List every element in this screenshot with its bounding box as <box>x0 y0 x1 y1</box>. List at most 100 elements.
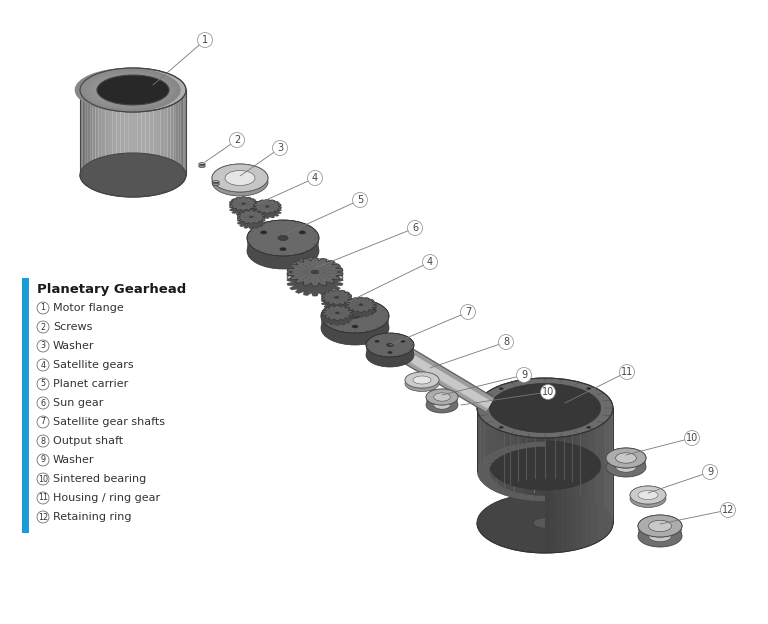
Ellipse shape <box>406 372 439 388</box>
Polygon shape <box>83 82 84 168</box>
Ellipse shape <box>123 86 141 94</box>
Text: 3: 3 <box>41 341 45 351</box>
Polygon shape <box>322 294 323 300</box>
Ellipse shape <box>352 325 358 328</box>
Polygon shape <box>411 374 412 378</box>
Polygon shape <box>654 487 655 490</box>
Polygon shape <box>555 378 561 494</box>
Text: 9: 9 <box>41 456 45 464</box>
Ellipse shape <box>648 530 671 542</box>
Polygon shape <box>603 392 606 509</box>
Polygon shape <box>652 486 654 490</box>
Circle shape <box>37 511 49 523</box>
Polygon shape <box>145 69 150 154</box>
Polygon shape <box>419 358 429 373</box>
Polygon shape <box>613 450 614 459</box>
Ellipse shape <box>366 343 414 367</box>
Text: Satellite gears: Satellite gears <box>53 360 134 370</box>
Polygon shape <box>240 212 241 218</box>
Polygon shape <box>124 68 129 154</box>
Polygon shape <box>663 490 664 494</box>
Polygon shape <box>348 308 349 313</box>
Polygon shape <box>226 165 229 170</box>
Polygon shape <box>644 486 646 490</box>
Ellipse shape <box>616 453 637 463</box>
Polygon shape <box>581 383 585 499</box>
Polygon shape <box>432 390 434 399</box>
Polygon shape <box>458 383 469 396</box>
Polygon shape <box>490 485 505 492</box>
Polygon shape <box>329 303 333 316</box>
Polygon shape <box>310 258 315 268</box>
Ellipse shape <box>97 75 169 105</box>
Polygon shape <box>335 262 338 274</box>
Polygon shape <box>254 166 257 171</box>
Polygon shape <box>255 202 256 208</box>
Polygon shape <box>335 305 337 310</box>
Polygon shape <box>341 300 345 313</box>
Ellipse shape <box>630 486 666 504</box>
Polygon shape <box>348 299 352 311</box>
Ellipse shape <box>426 389 458 405</box>
Text: Washer: Washer <box>53 455 94 465</box>
Circle shape <box>37 454 49 466</box>
Polygon shape <box>435 389 437 397</box>
Polygon shape <box>480 479 495 485</box>
Polygon shape <box>272 220 276 234</box>
Polygon shape <box>324 308 326 321</box>
Polygon shape <box>375 302 378 315</box>
Polygon shape <box>651 515 654 526</box>
Polygon shape <box>257 210 260 216</box>
Polygon shape <box>425 372 427 376</box>
Polygon shape <box>545 378 551 493</box>
Polygon shape <box>214 171 216 177</box>
Polygon shape <box>566 379 571 495</box>
Polygon shape <box>182 82 184 168</box>
Polygon shape <box>524 437 535 501</box>
Polygon shape <box>616 449 618 459</box>
Polygon shape <box>380 305 382 318</box>
Polygon shape <box>430 366 442 380</box>
Polygon shape <box>329 290 332 296</box>
Polygon shape <box>252 198 253 203</box>
Polygon shape <box>157 71 161 156</box>
Polygon shape <box>247 210 249 215</box>
Polygon shape <box>256 200 257 207</box>
Polygon shape <box>422 372 424 376</box>
Polygon shape <box>675 518 677 529</box>
Polygon shape <box>679 520 680 532</box>
Ellipse shape <box>80 68 186 112</box>
Ellipse shape <box>630 486 666 504</box>
FancyBboxPatch shape <box>22 278 29 533</box>
Polygon shape <box>646 486 648 490</box>
Polygon shape <box>647 517 649 527</box>
Polygon shape <box>585 384 589 500</box>
Polygon shape <box>376 334 378 345</box>
Polygon shape <box>437 389 439 397</box>
Ellipse shape <box>386 343 393 347</box>
Polygon shape <box>323 308 325 314</box>
Ellipse shape <box>101 78 160 102</box>
Polygon shape <box>386 309 387 323</box>
Polygon shape <box>581 432 585 548</box>
Polygon shape <box>641 487 643 490</box>
Polygon shape <box>417 372 419 376</box>
Ellipse shape <box>97 76 163 104</box>
Ellipse shape <box>489 441 601 490</box>
Polygon shape <box>327 305 329 318</box>
Polygon shape <box>624 448 626 457</box>
Polygon shape <box>330 306 333 311</box>
Polygon shape <box>454 392 455 401</box>
Ellipse shape <box>78 69 177 110</box>
Circle shape <box>620 364 634 379</box>
Polygon shape <box>238 213 239 220</box>
Ellipse shape <box>587 426 591 428</box>
Polygon shape <box>239 197 241 202</box>
Polygon shape <box>361 297 363 302</box>
Polygon shape <box>413 373 415 376</box>
Polygon shape <box>322 311 323 324</box>
Polygon shape <box>475 392 485 406</box>
Polygon shape <box>251 165 254 170</box>
Circle shape <box>517 368 531 383</box>
Polygon shape <box>322 305 353 321</box>
